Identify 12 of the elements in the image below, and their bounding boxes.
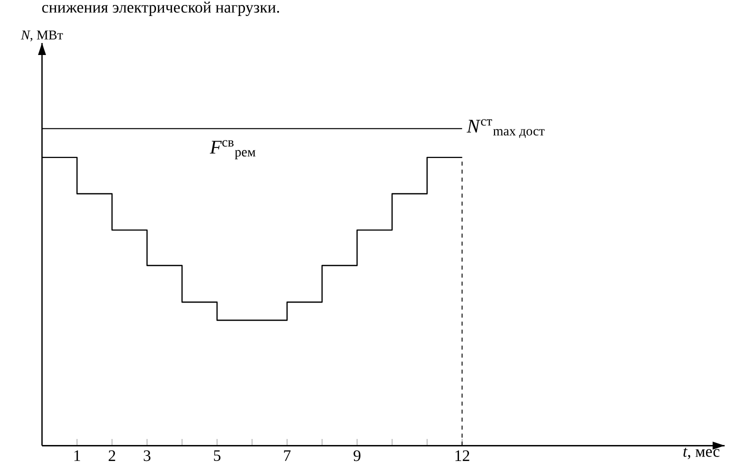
x-tick-label: 5 — [214, 450, 220, 461]
x-tick-label: 2 — [108, 450, 116, 461]
x-tick-label: 3 — [144, 450, 150, 462]
x-tick-label: 12 — [456, 450, 470, 461]
x-tick-label: 1 — [74, 450, 80, 461]
x-tick-label: 7 — [284, 450, 291, 461]
text: снижения электрической нагрузки. — [42, 2, 280, 16]
text: N, МВт — [20, 30, 63, 42]
annotation: F$^{св}$рем — [210, 140, 256, 160]
x-tick-label: 9 — [354, 450, 360, 462]
x-axis-title: t, мес — [683, 448, 720, 460]
ref-line-label: N$^{ст}$max дост — [466, 119, 545, 138]
